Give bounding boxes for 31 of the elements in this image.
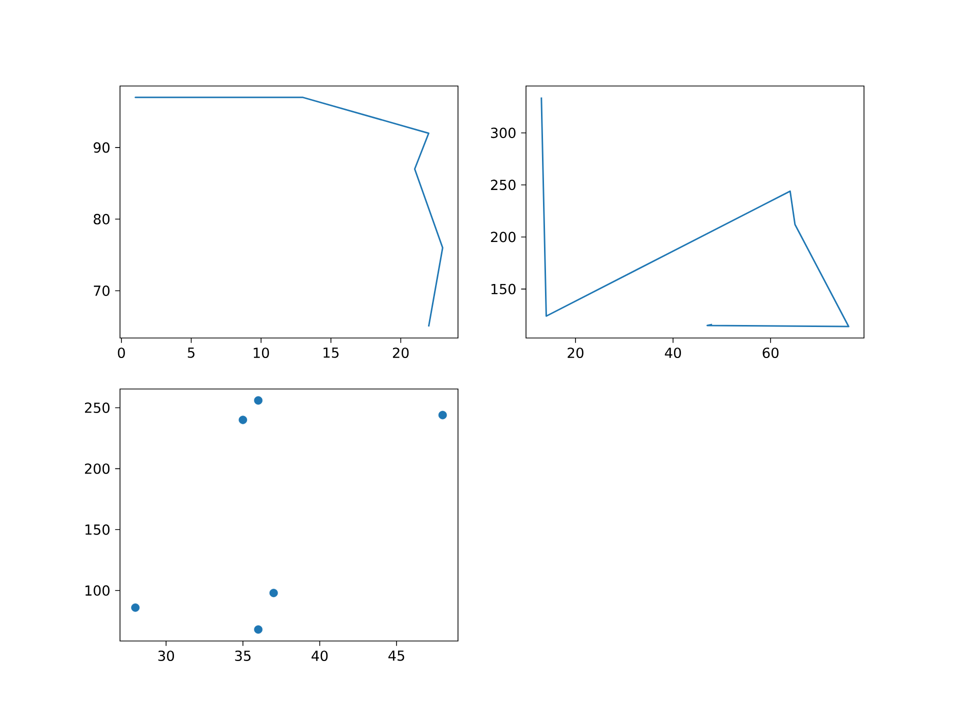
x-tick-label: 15 bbox=[324, 348, 339, 358]
y-tick-label: 300 bbox=[491, 128, 516, 138]
y-tick-label: 80 bbox=[94, 214, 110, 224]
x-tick-label: 0 bbox=[118, 348, 125, 358]
point bbox=[269, 588, 278, 598]
y-tick-label: 70 bbox=[94, 285, 110, 296]
point bbox=[438, 410, 447, 420]
y-tick-label: 90 bbox=[94, 142, 110, 153]
x-tick-label: 5 bbox=[188, 348, 194, 358]
x-tick-label: 20 bbox=[392, 348, 409, 358]
point bbox=[254, 625, 262, 634]
x-tick-label: 40 bbox=[312, 650, 328, 662]
y-tick-label: 150 bbox=[85, 524, 110, 535]
y-tick-label: 150 bbox=[491, 284, 516, 294]
y-tick-label: 200 bbox=[84, 463, 110, 474]
y-tick-label: 250 bbox=[490, 180, 516, 190]
x-tick-label: 20 bbox=[568, 348, 584, 358]
point bbox=[254, 396, 262, 405]
y-tick-label: 200 bbox=[490, 232, 516, 242]
line-series bbox=[540, 96, 850, 328]
x-tick-label: 60 bbox=[762, 348, 779, 358]
x-tick-label: 10 bbox=[254, 348, 269, 358]
y-tick-label: 250 bbox=[84, 402, 110, 413]
line-series bbox=[134, 96, 444, 328]
point bbox=[238, 416, 248, 424]
y-tick-label: 100 bbox=[85, 585, 110, 596]
point bbox=[131, 603, 140, 612]
x-tick-label: 45 bbox=[388, 650, 404, 661]
x-tick-label: 30 bbox=[158, 650, 174, 662]
x-tick-label: 40 bbox=[664, 348, 681, 358]
x-tick-label: 35 bbox=[235, 650, 251, 662]
